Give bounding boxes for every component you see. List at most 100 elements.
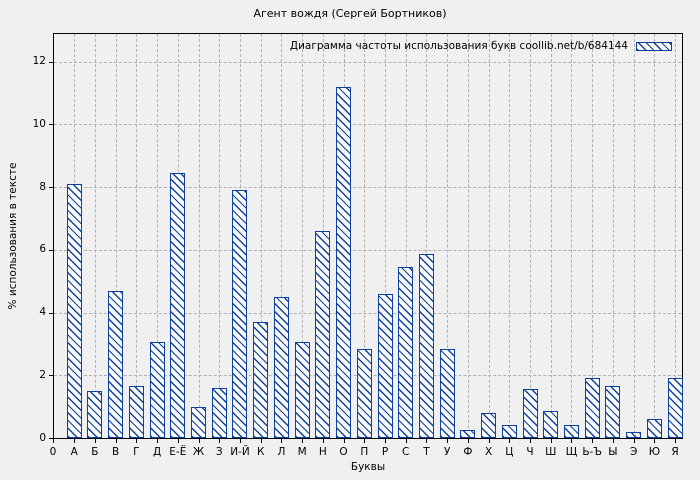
y-tick-label: 6 [39, 243, 46, 256]
bar-Л [273, 296, 289, 438]
bar-Я [667, 378, 683, 438]
x-tick-label: А [70, 446, 78, 458]
bar-П [356, 348, 372, 438]
x-tick-label: Э [629, 446, 638, 458]
bar-О [336, 86, 352, 438]
x-tick-mark [488, 439, 490, 443]
x-tick-mark [509, 439, 511, 443]
bar-У [439, 348, 455, 438]
v-gridline [136, 34, 138, 438]
bar-А [66, 183, 82, 438]
v-gridline [94, 34, 96, 438]
x-tick-mark [530, 439, 532, 443]
bar-Н [315, 230, 331, 438]
v-gridline [447, 34, 449, 438]
x-tick-label: З [215, 446, 223, 458]
x-tick-label: Л [277, 446, 286, 458]
x-tick-mark [302, 439, 304, 443]
x-tick-label: Т [423, 446, 430, 458]
x-tick-mark [74, 439, 76, 443]
v-gridline [364, 34, 366, 438]
bar-Т [418, 254, 434, 438]
v-gridline [530, 34, 532, 438]
x-tick-mark [654, 439, 656, 443]
h-gridline [54, 61, 681, 63]
v-gridline [219, 34, 221, 438]
bar-З [211, 387, 227, 438]
y-tick-mark [49, 438, 53, 439]
bar-Р [377, 293, 393, 438]
x-tick-mark [53, 439, 54, 443]
bar-Б [87, 390, 103, 438]
v-gridline [550, 34, 552, 438]
x-tick-mark [94, 439, 96, 443]
bar-Ф [460, 430, 476, 438]
x-tick-mark [281, 439, 283, 443]
x-tick-mark [322, 439, 324, 443]
v-gridline [302, 34, 304, 438]
x-tick-label: Е-Ё [169, 446, 187, 458]
x-tick-label: Ж [192, 446, 205, 458]
x-tick-label: Д [152, 446, 162, 458]
y-tick-mark [49, 61, 53, 63]
bar-Ж [191, 406, 207, 438]
bar-Г [128, 386, 144, 438]
bar-Щ [563, 425, 579, 438]
bar-Э [626, 431, 642, 438]
x-tick-mark [612, 439, 614, 443]
v-gridline [467, 34, 469, 438]
x-tick-mark [239, 439, 241, 443]
h-gridline [54, 249, 681, 251]
v-gridline [405, 34, 407, 438]
x-tick-label: Ю [648, 446, 661, 458]
bar-К [253, 321, 269, 438]
y-tick-label: 4 [39, 306, 46, 318]
x-tick-mark [633, 439, 635, 443]
plot-area: Диаграмма частоты использования букв coo… [53, 33, 683, 439]
x-tick-mark [426, 439, 428, 443]
x-tick-mark [550, 439, 552, 443]
x-tick-label: О [339, 446, 348, 458]
y-tick-label: 0 [39, 431, 46, 444]
v-gridline [592, 34, 594, 438]
x-tick-mark [467, 439, 469, 443]
x-tick-label: Ш [545, 446, 557, 458]
v-gridline [488, 34, 490, 438]
legend-label: Диаграмма частоты использования букв coo… [289, 40, 628, 52]
legend: Диаграмма частоты использования букв coo… [290, 39, 672, 53]
bar-Ь-Ъ [584, 378, 600, 438]
x-tick-mark [157, 439, 159, 443]
v-gridline [509, 34, 511, 438]
x-tick-mark [219, 439, 221, 443]
bar-В [108, 290, 124, 438]
chart-title: Агент вождя (Сергей Бортников) [253, 7, 447, 20]
x-tick-mark [385, 439, 386, 443]
bar-И-Й [232, 190, 248, 438]
x-origin-label: 0 [49, 446, 57, 458]
x-tick-mark [260, 439, 262, 443]
x-tick-label: Ь-Ъ [582, 446, 603, 458]
x-tick-mark [343, 439, 345, 443]
bar-Ю [646, 419, 662, 438]
bar-Ы [605, 386, 621, 438]
v-gridline [157, 34, 159, 438]
v-gridline [260, 34, 262, 438]
y-tick-label: 12 [32, 55, 46, 67]
x-tick-label: П [360, 446, 369, 458]
x-tick-label: Ы [608, 446, 618, 458]
x-tick-mark [115, 439, 117, 443]
x-tick-label: Я [671, 446, 679, 458]
y-tick-label: 10 [32, 117, 46, 130]
bar-Е-Ё [170, 172, 186, 438]
bar-Х [481, 412, 497, 438]
v-gridline [612, 34, 614, 438]
y-tick-mark [49, 187, 53, 188]
x-tick-label: Р [381, 446, 389, 458]
y-tick-label: 2 [39, 368, 46, 381]
x-tick-mark [405, 439, 407, 443]
v-gridline [281, 34, 283, 438]
v-gridline [571, 34, 573, 438]
x-tick-label: Ц [505, 446, 514, 458]
v-gridline [198, 34, 200, 438]
